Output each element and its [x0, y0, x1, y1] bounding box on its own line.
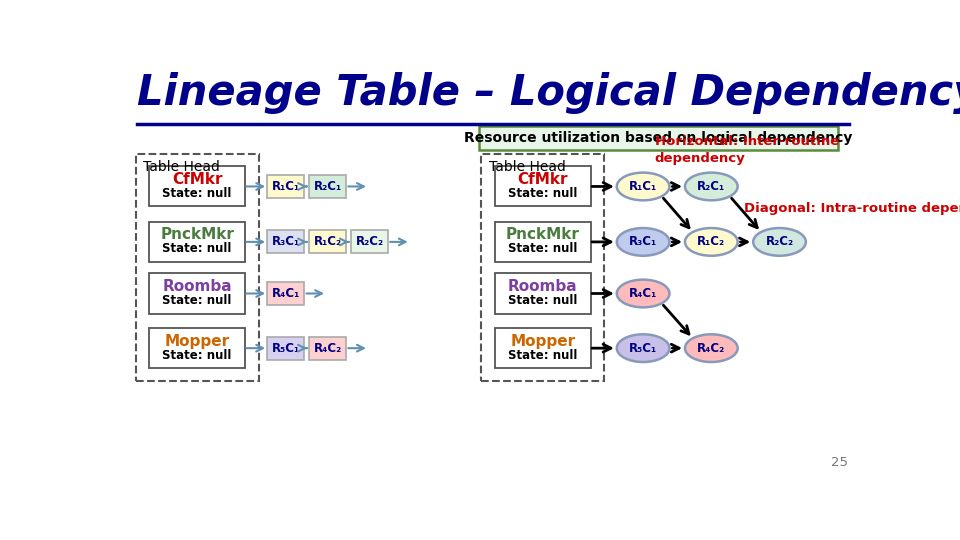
Text: R₂C₂: R₂C₂	[765, 235, 794, 248]
FancyBboxPatch shape	[267, 231, 304, 253]
FancyBboxPatch shape	[494, 222, 590, 262]
Text: State: null: State: null	[508, 187, 578, 200]
Text: State: null: State: null	[162, 187, 231, 200]
Text: R₃C₁: R₃C₁	[629, 235, 658, 248]
Text: Mopper: Mopper	[164, 334, 229, 349]
FancyBboxPatch shape	[149, 166, 245, 206]
Ellipse shape	[616, 280, 669, 307]
Text: Roomba: Roomba	[162, 279, 232, 294]
Ellipse shape	[685, 173, 737, 200]
Text: Mopper: Mopper	[510, 334, 575, 349]
Text: PnckMkr: PnckMkr	[506, 227, 580, 242]
FancyBboxPatch shape	[267, 336, 304, 360]
FancyBboxPatch shape	[267, 175, 304, 198]
Text: R₄C₂: R₄C₂	[314, 342, 342, 355]
Text: R₂C₂: R₂C₂	[355, 235, 384, 248]
Text: Lineage Table – Logical Dependency: Lineage Table – Logical Dependency	[137, 72, 960, 114]
FancyBboxPatch shape	[479, 126, 838, 150]
Text: Roomba: Roomba	[508, 279, 578, 294]
FancyBboxPatch shape	[149, 328, 245, 368]
Text: R₁C₁: R₁C₁	[629, 180, 658, 193]
FancyBboxPatch shape	[149, 222, 245, 262]
Text: R₁C₂: R₁C₂	[697, 235, 726, 248]
Text: R₄C₂: R₄C₂	[697, 342, 726, 355]
Text: State: null: State: null	[508, 349, 578, 362]
Text: State: null: State: null	[508, 294, 578, 307]
Text: 25: 25	[831, 456, 849, 469]
Ellipse shape	[616, 228, 669, 256]
Text: State: null: State: null	[162, 349, 231, 362]
Text: State: null: State: null	[508, 242, 578, 255]
Ellipse shape	[685, 228, 737, 256]
Text: Table Head: Table Head	[143, 159, 220, 173]
FancyBboxPatch shape	[494, 328, 590, 368]
Text: Horizontal: Inter-routine
dependency: Horizontal: Inter-routine dependency	[655, 135, 839, 165]
Text: CfMkr: CfMkr	[517, 172, 568, 187]
Ellipse shape	[616, 334, 669, 362]
Text: R₂C₁: R₂C₁	[314, 180, 342, 193]
Text: CfMkr: CfMkr	[172, 172, 223, 187]
Text: PnckMkr: PnckMkr	[160, 227, 234, 242]
Text: Diagonal: Intra-routine dependency: Diagonal: Intra-routine dependency	[744, 201, 960, 214]
Text: R₁C₁: R₁C₁	[272, 180, 300, 193]
FancyBboxPatch shape	[494, 273, 590, 314]
FancyBboxPatch shape	[267, 282, 304, 305]
FancyBboxPatch shape	[309, 175, 347, 198]
FancyBboxPatch shape	[351, 231, 388, 253]
Ellipse shape	[616, 173, 669, 200]
Text: R₁C₂: R₁C₂	[314, 235, 342, 248]
Text: R₅C₁: R₅C₁	[272, 342, 300, 355]
Text: R₅C₁: R₅C₁	[629, 342, 658, 355]
Text: R₃C₁: R₃C₁	[272, 235, 300, 248]
FancyBboxPatch shape	[309, 336, 347, 360]
Text: State: null: State: null	[162, 294, 231, 307]
Text: R₂C₁: R₂C₁	[697, 180, 726, 193]
Ellipse shape	[685, 334, 737, 362]
Text: Table Head: Table Head	[489, 159, 565, 173]
FancyBboxPatch shape	[309, 231, 347, 253]
Text: Resource utilization based on logical dependency: Resource utilization based on logical de…	[465, 131, 852, 145]
FancyBboxPatch shape	[149, 273, 245, 314]
FancyBboxPatch shape	[494, 166, 590, 206]
Text: State: null: State: null	[162, 242, 231, 255]
Ellipse shape	[754, 228, 805, 256]
Text: R₄C₁: R₄C₁	[272, 287, 300, 300]
Text: R₄C₁: R₄C₁	[629, 287, 658, 300]
